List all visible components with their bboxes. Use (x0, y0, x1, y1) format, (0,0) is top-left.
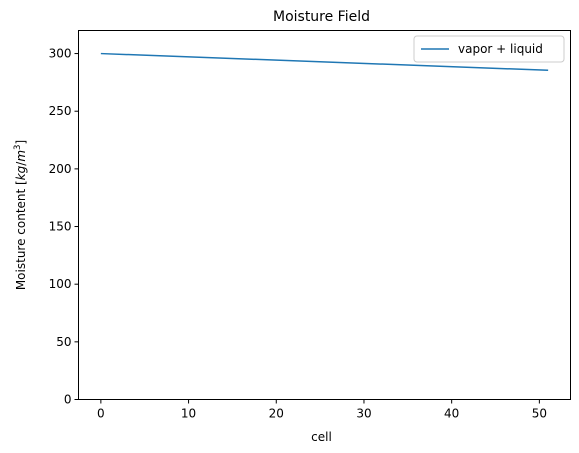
legend-box (413, 35, 565, 63)
y-axis-ticks: 0 50 100 150 200 250 300 (49, 47, 79, 407)
y-axis-label: Moisture content [kg/m3] (13, 140, 28, 290)
y-tick-label: 300 (49, 47, 72, 61)
y-tick-label: 100 (49, 277, 72, 291)
x-axis-label: cell (311, 430, 332, 444)
y-axis-label-unit-exp: 3 (13, 145, 23, 150)
series-line-vapor-liquid (100, 52, 549, 72)
y-tick-label: 0 (64, 393, 72, 407)
x-tick-label: 40 (444, 407, 459, 421)
series-layer (100, 52, 549, 72)
y-axis-label-prefix: Moisture content [ (14, 180, 28, 290)
x-tick-label: 20 (269, 407, 284, 421)
x-tick-label: 0 (97, 407, 105, 421)
y-tick-label: 200 (49, 162, 72, 176)
x-axis-ticks: 0 10 20 30 40 50 (97, 399, 547, 421)
chart-title: Moisture Field (273, 9, 370, 25)
y-axis-label-suffix: ] (14, 140, 28, 145)
x-tick-label: 50 (532, 407, 547, 421)
x-tick-label: 10 (181, 407, 196, 421)
y-axis-label-unit-m: m (14, 150, 28, 162)
y-tick-label: 50 (56, 335, 71, 349)
plot-area (78, 30, 571, 400)
y-axis-label-unit-kg: kg (14, 165, 28, 180)
y-tick-label: 250 (49, 104, 72, 118)
legend-entry-vapor-liquid: vapor + liquid (458, 42, 543, 56)
legend: vapor + liquid (413, 35, 565, 63)
x-tick-label: 30 (356, 407, 371, 421)
axes-frame (78, 30, 571, 400)
y-tick-label: 150 (49, 220, 72, 234)
y-axis-label-unit-slash: / (14, 161, 28, 166)
